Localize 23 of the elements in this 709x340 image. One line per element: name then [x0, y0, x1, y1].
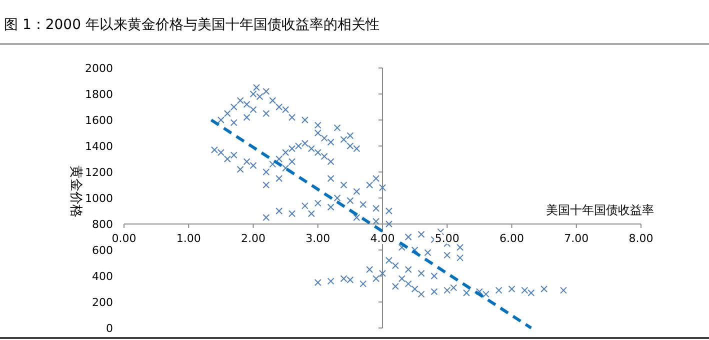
y-tick-label: 1400 — [85, 140, 113, 153]
x-tick-label: 4.00 — [370, 232, 395, 245]
x-tick-label: 0.00 — [112, 232, 136, 245]
y-tick-label: 1600 — [85, 114, 113, 127]
y-tick-label: 2000 — [85, 62, 113, 75]
y-tick-label: 800 — [92, 218, 113, 231]
y-tick-label: 1800 — [85, 88, 113, 101]
chart-title: 图 1：2000 年以来黄金价格与美国十年国债收益率的相关性 — [4, 17, 380, 33]
x-tick-label: 3.00 — [306, 232, 330, 245]
y-axis-title: 黄金价格 — [68, 166, 83, 218]
y-tick-label: 0 — [106, 322, 113, 335]
x-tick-label: 6.00 — [500, 232, 524, 245]
x-tick-label: 7.00 — [564, 232, 589, 245]
x-axis-title: 美国十年国债收益率 — [546, 203, 654, 217]
x-tick-label: 5.00 — [434, 232, 460, 245]
x-tick-label: 8.00 — [628, 232, 654, 245]
y-tick-label: 200 — [92, 296, 113, 309]
y-tick-label: 1000 — [85, 192, 113, 205]
y-tick-label: 400 — [92, 270, 113, 283]
y-tick-label: 600 — [92, 244, 113, 257]
x-tick-label: 2.00 — [241, 232, 266, 245]
y-tick-label: 1200 — [85, 166, 113, 179]
x-tick-label: 1.00 — [176, 232, 201, 245]
